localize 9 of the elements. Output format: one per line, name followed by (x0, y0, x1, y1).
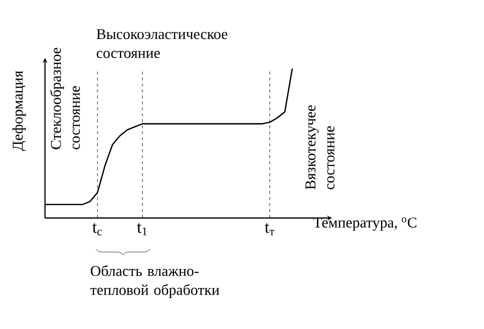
y-axis-title: Деформация (12, 70, 26, 151)
text: Область влажно-тепловой обработки (90, 265, 220, 298)
x-tick-label: t$_{c}$ (92, 223, 102, 236)
text: Высокоэластическое состояние (96, 29, 228, 58)
x-axis-title: Температура, $^{o}$C (313, 217, 416, 231)
annotation: Стеклообразное состояние (50, 48, 80, 150)
text: Вязкотекучее состояние (306, 105, 334, 190)
x-tick-label: t$_{1}$ (137, 223, 147, 236)
x-tick-label: t$_{т}$ (264, 223, 274, 236)
